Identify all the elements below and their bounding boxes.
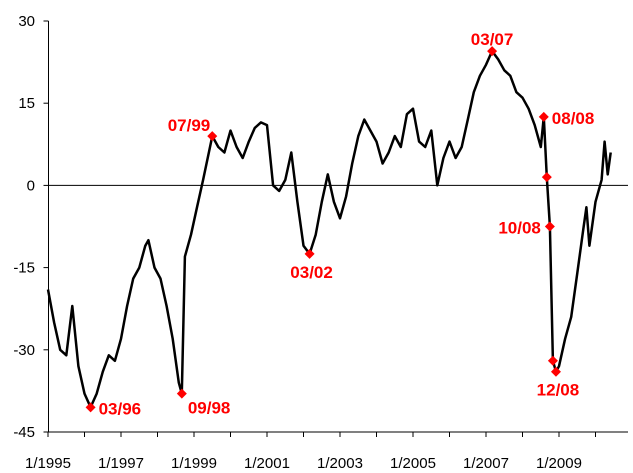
annotation-marker (304, 248, 315, 259)
annotation-marker (538, 111, 549, 122)
annotation-marker (207, 131, 218, 142)
x-tick-label: 1/2007 (463, 455, 509, 472)
y-tick-label: 0 (27, 177, 35, 194)
series-line (46, 49, 612, 409)
x-tick-label: 1/1999 (171, 455, 217, 472)
y-tick-label: 15 (18, 95, 35, 112)
annotation-label: 03/07 (471, 30, 514, 49)
annotation-marker (550, 366, 561, 377)
annotation-label: 09/98 (188, 399, 231, 418)
annotation-label: 08/08 (552, 109, 595, 128)
series-layer (46, 49, 612, 409)
annotation-label: 10/08 (498, 219, 541, 238)
annotation-marker (85, 402, 96, 413)
y-tick-label: -45 (13, 424, 35, 441)
annotation-label: 03/96 (99, 399, 142, 418)
annotation-label: 12/08 (537, 381, 580, 400)
y-tick-label: 30 (18, 13, 35, 30)
annotation-marker (176, 388, 187, 399)
x-tick-label: 1/2001 (244, 455, 290, 472)
x-tick-label: 1/1995 (25, 455, 71, 472)
x-tick-label: 1/2005 (390, 455, 436, 472)
x-tick-label: 1/1997 (98, 455, 144, 472)
annotation-marker (541, 172, 552, 183)
x-tick-label: 1/2009 (536, 455, 582, 472)
annotation-layer: 03/96 09/98 07/99 03/02 03/07 08/08 10/08 12/08 (85, 30, 595, 418)
x-tick-label: 1/2003 (317, 455, 363, 472)
annotation-marker (487, 46, 498, 57)
annotation-marker (544, 221, 555, 232)
axes: 30 15 0 -15 -30 -45 1/1995 1/1997 1/1999 1/2001 1/… (13, 13, 628, 472)
annotation-marker (547, 355, 558, 366)
y-tick-label: -30 (13, 342, 35, 359)
y-tick-label: -15 (13, 260, 35, 277)
annotation-label: 07/99 (168, 116, 211, 135)
annotation-label: 03/02 (290, 263, 333, 282)
